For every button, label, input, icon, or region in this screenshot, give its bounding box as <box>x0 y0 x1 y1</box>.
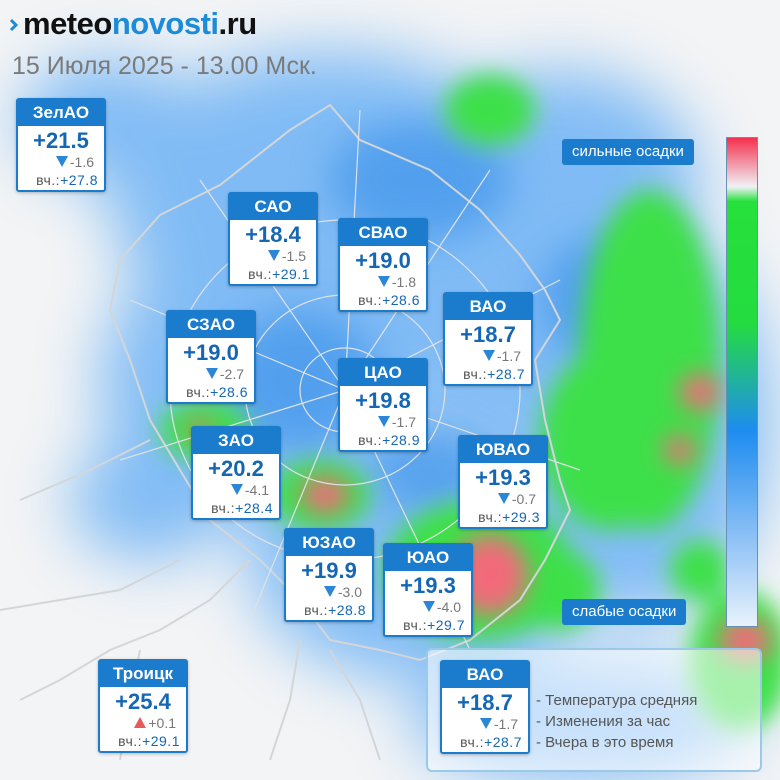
legend-item-yesterday: - Вчера в это время <box>536 734 674 751</box>
district-name: ВАО <box>445 294 531 320</box>
district-temperature: +19.3 <box>400 573 456 598</box>
district-yesterday: вч.:+28.7 <box>463 366 525 382</box>
district-temperature: +19.8 <box>355 388 411 413</box>
trend-down-icon <box>377 416 390 427</box>
district-temperature: +25.4 <box>115 689 171 714</box>
district-hourly-change: -0.7 <box>460 491 546 508</box>
district-temperature: +19.0 <box>355 248 411 273</box>
trend-down-icon <box>267 250 280 261</box>
district-temperature: +18.7 <box>457 690 513 715</box>
trend-up-icon <box>134 717 147 728</box>
district-card-zao: ЗАО +20.2 -4.1 вч.:+28.4 <box>191 426 281 520</box>
district-temperature: +19.3 <box>475 465 531 490</box>
district-hourly-change: -4.1 <box>193 482 279 499</box>
trend-down-icon <box>55 156 68 167</box>
district-card-yuzao: ЮЗАО +19.9 -3.0 вч.:+28.8 <box>284 528 374 622</box>
district-hourly-change: -3.0 <box>286 584 372 601</box>
district-yesterday: вч.:+28.4 <box>211 500 273 516</box>
district-yesterday: вч.:+29.3 <box>478 509 540 525</box>
district-temperature: +19.9 <box>301 558 357 583</box>
district-hourly-change: -4.0 <box>385 599 471 616</box>
district-card-sao: САО +18.4 -1.5 вч.:+29.1 <box>228 192 318 286</box>
district-yesterday: вч.:+28.9 <box>358 432 420 448</box>
trend-down-icon <box>482 350 495 361</box>
logo-part-domain: .ru <box>218 6 258 41</box>
scale-label-light: слабые осадки <box>562 599 687 625</box>
district-hourly-change: -1.8 <box>340 274 426 291</box>
district-name: ЗелАО <box>18 100 104 126</box>
district-name: ЮАО <box>385 545 471 571</box>
site-logo[interactable]: meteo novosti .ru <box>10 6 257 42</box>
district-hourly-change: -1.5 <box>230 248 316 265</box>
district-yesterday: вч.:+28.7 <box>460 734 522 750</box>
district-card-yuao: ЮАО +19.3 -4.0 вч.:+29.7 <box>383 543 473 637</box>
trend-down-icon <box>323 586 336 597</box>
district-card-cao: ЦАО +19.8 -1.7 вч.:+28.9 <box>338 358 428 452</box>
district-hourly-change: -2.7 <box>168 366 254 383</box>
logo-part-novosti: novosti <box>111 6 219 41</box>
district-yesterday: вч.:+27.8 <box>36 172 98 188</box>
district-card-vao: ВАО +18.7 -1.7 вч.:+28.7 <box>443 292 533 386</box>
district-card-szao: СЗАО +19.0 -2.7 вч.:+28.6 <box>166 310 256 404</box>
legend-item-hourly-change: - Изменения за час <box>536 713 671 730</box>
trend-down-icon <box>497 493 510 504</box>
district-yesterday: вч.:+29.1 <box>118 733 180 749</box>
district-hourly-change: -1.7 <box>340 414 426 431</box>
district-card-zelao: ЗелАО +21.5 -1.6 вч.:+27.8 <box>16 98 106 192</box>
logo-mark-icon <box>10 18 19 32</box>
district-hourly-change: -1.7 <box>445 348 531 365</box>
district-temperature: +21.5 <box>33 128 89 153</box>
district-name: СВАО <box>340 220 426 246</box>
forecast-date: 15 Июля 2025 - 13.00 Мск. <box>12 52 317 80</box>
precipitation-scale-bar <box>726 137 758 627</box>
trend-down-icon <box>377 276 390 287</box>
district-card-svao: СВАО +19.0 -1.8 вч.:+28.6 <box>338 218 428 312</box>
district-name: САО <box>230 194 316 220</box>
scale-label-heavy: сильные осадки <box>562 139 694 165</box>
district-yesterday: вч.:+28.8 <box>304 602 366 618</box>
district-yesterday: вч.:+28.6 <box>358 292 420 308</box>
legend-item-average-temperature: - Температура средняя <box>536 692 698 709</box>
trend-down-icon <box>479 718 492 729</box>
district-name: СЗАО <box>168 312 254 338</box>
trend-down-icon <box>422 601 435 612</box>
district-temperature: +18.7 <box>460 322 516 347</box>
district-temperature: +19.0 <box>183 340 239 365</box>
district-name: ВАО <box>442 662 528 688</box>
district-hourly-change: -1.7 <box>442 716 528 733</box>
trend-down-icon <box>205 368 218 379</box>
district-card-troitsk: Троицк +25.4 +0.1 вч.:+29.1 <box>98 659 188 753</box>
district-hourly-change: +0.1 <box>100 715 186 732</box>
district-yesterday: вч.:+29.7 <box>403 617 465 633</box>
logo-part-meteo: meteo <box>23 6 112 41</box>
legend-items: - Температура средняя - Изменения за час… <box>536 690 697 753</box>
district-temperature: +20.2 <box>208 456 264 481</box>
district-yesterday: вч.:+28.6 <box>186 384 248 400</box>
district-name: ЦАО <box>340 360 426 386</box>
district-card-yuvao: ЮВАО +19.3 -0.7 вч.:+29.3 <box>458 435 548 529</box>
trend-down-icon <box>230 484 243 495</box>
district-yesterday: вч.:+29.1 <box>248 266 310 282</box>
district-name: Троицк <box>100 661 186 687</box>
district-name: ЗАО <box>193 428 279 454</box>
district-hourly-change: -1.6 <box>18 154 104 171</box>
district-name: ЮВАО <box>460 437 546 463</box>
district-temperature: +18.4 <box>245 222 301 247</box>
legend-sample-card: ВАО +18.7 -1.7 вч.:+28.7 <box>440 660 530 754</box>
district-name: ЮЗАО <box>286 530 372 556</box>
